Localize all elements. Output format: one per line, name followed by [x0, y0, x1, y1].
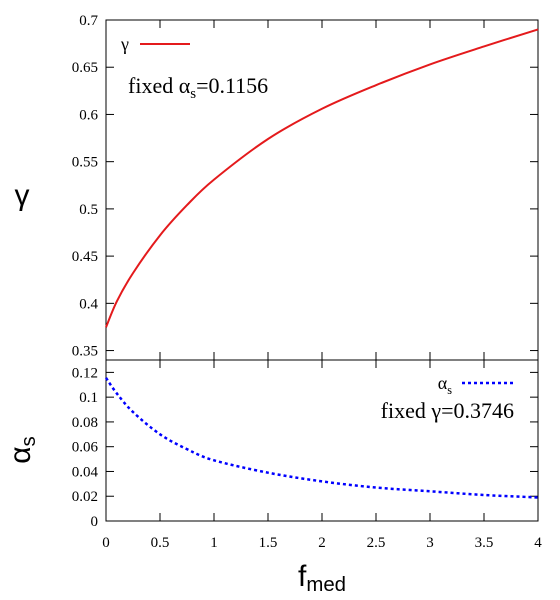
- top-ytick-label: 0.4: [79, 296, 98, 312]
- bottom-ytick-label: 0.04: [72, 464, 99, 480]
- top-ytick-label: 0.65: [72, 60, 98, 76]
- bottom-xtick-label: 0.5: [151, 535, 170, 551]
- legend-label-alpha: αs: [438, 373, 452, 397]
- bottom-ytick-label: 0.02: [72, 489, 98, 505]
- top-ytick-label: 0.5: [79, 202, 98, 218]
- bottom-ylabel: αs: [4, 436, 40, 464]
- xlabel: fmed: [298, 560, 346, 596]
- top-ylabel: γ: [15, 179, 30, 212]
- bottom-ytick-label: 0: [91, 514, 99, 530]
- top-ytick-label: 0.7: [79, 13, 98, 29]
- bottom-xtick-label: 0: [102, 535, 110, 551]
- top-ytick-label: 0.6: [79, 107, 98, 123]
- bottom-xtick-label: 1.5: [259, 535, 278, 551]
- bottom-xtick-label: 3.5: [475, 535, 494, 551]
- annotation-fixed-gamma: fixed γ=0.3746: [381, 398, 514, 423]
- bottom-xtick-label: 2: [318, 535, 326, 551]
- bottom-ytick-label: 0.12: [72, 365, 98, 381]
- top-ytick-label: 0.55: [72, 155, 98, 171]
- bottom-xtick-label: 4: [534, 535, 542, 551]
- legend-label-gamma: γ: [120, 34, 129, 54]
- top-ytick-label: 0.45: [72, 249, 98, 265]
- top-panel-frame: [105, 19, 539, 361]
- bottom-xtick-label: 1: [210, 535, 218, 551]
- top-ytick-label: 0.35: [72, 344, 98, 360]
- bottom-ytick-label: 0.08: [72, 415, 98, 431]
- top-series-line: [105, 28, 539, 328]
- bottom-xtick-label: 2.5: [367, 535, 386, 551]
- annotation-fixed-alpha: fixed αs=0.1156: [128, 73, 268, 102]
- bottom-series-line: [104, 377, 539, 499]
- bottom-xtick-label: 3: [426, 535, 434, 551]
- bottom-ytick-label: 0.1: [79, 390, 98, 406]
- bottom-ytick-label: 0.06: [72, 440, 99, 456]
